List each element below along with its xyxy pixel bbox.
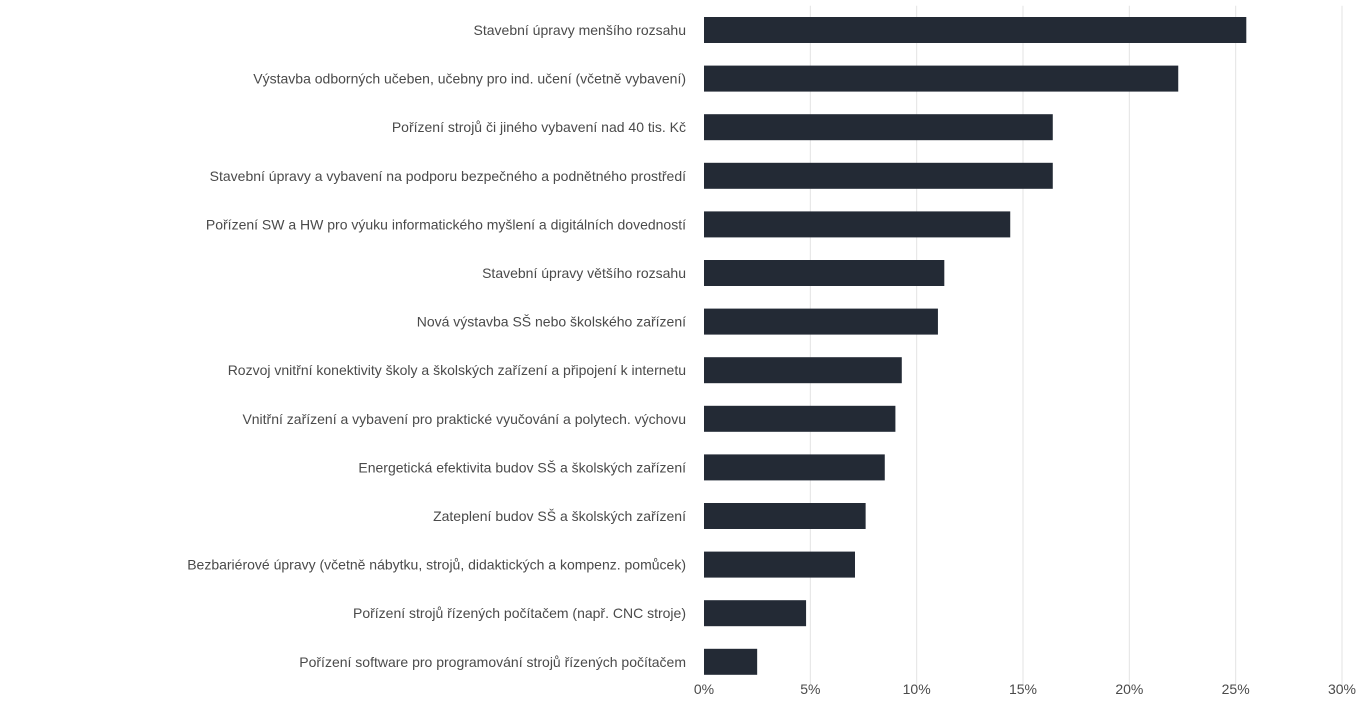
category-label: Pořízení strojů či jiného vybavení nad 4… (392, 119, 686, 135)
category-label: Nová výstavba SŠ nebo školského zařízení (417, 314, 686, 330)
category-labels: Stavební úpravy menšího rozsahu Výstavba … (187, 22, 686, 670)
bar (704, 357, 902, 384)
category-label: Stavební úpravy menšího rozsahu (474, 22, 686, 38)
bar (704, 308, 938, 335)
x-tick-label: 25% (1222, 681, 1250, 697)
bar (704, 600, 807, 627)
category-label: Energetická efektivita budov SŠ a školsk… (358, 459, 686, 475)
bar (704, 114, 1053, 141)
category-label: Stavební úpravy a vybavení na podporu be… (210, 168, 686, 184)
category-label: Vnitřní zařízení a vybavení pro praktick… (242, 411, 686, 427)
x-tick-label: 15% (1009, 681, 1037, 697)
bar (704, 405, 896, 432)
bar (704, 162, 1053, 189)
bar (704, 454, 885, 481)
gridlines (809, 5, 1343, 687)
x-tick-label: 30% (1328, 681, 1356, 697)
bar (704, 211, 1011, 238)
x-tick-label: 5% (800, 681, 820, 697)
x-tick-label: 10% (903, 681, 931, 697)
x-tick-label: 20% (1115, 681, 1143, 697)
bar (704, 65, 1179, 92)
category-label: Zateplení budov SŠ a školských zařízení (433, 508, 686, 524)
bars (704, 17, 1247, 675)
bar (704, 648, 758, 675)
category-label: Pořízení SW a HW pro výuku informatickéh… (206, 216, 686, 232)
bar (704, 503, 866, 529)
bar (704, 260, 945, 286)
bar (704, 17, 1247, 43)
category-label: Pořízení software pro programování stroj… (299, 654, 686, 670)
category-label: Rozvoj vnitřní konektivity školy a škols… (228, 362, 686, 378)
bar (704, 551, 855, 578)
category-label: Pořízení strojů řízených počítačem (např… (353, 605, 686, 621)
category-label: Výstavba odborných učeben, učebny pro in… (253, 71, 686, 87)
category-label: Stavební úpravy většího rozsahu (482, 265, 686, 281)
category-label: Bezbariérové úpravy (včetně nábytku, str… (187, 557, 686, 573)
x-tick-label: 0% (694, 681, 714, 697)
x-axis-tick-labels: 0% 5% 10% 15% 20% 25% 30% (694, 681, 1356, 697)
